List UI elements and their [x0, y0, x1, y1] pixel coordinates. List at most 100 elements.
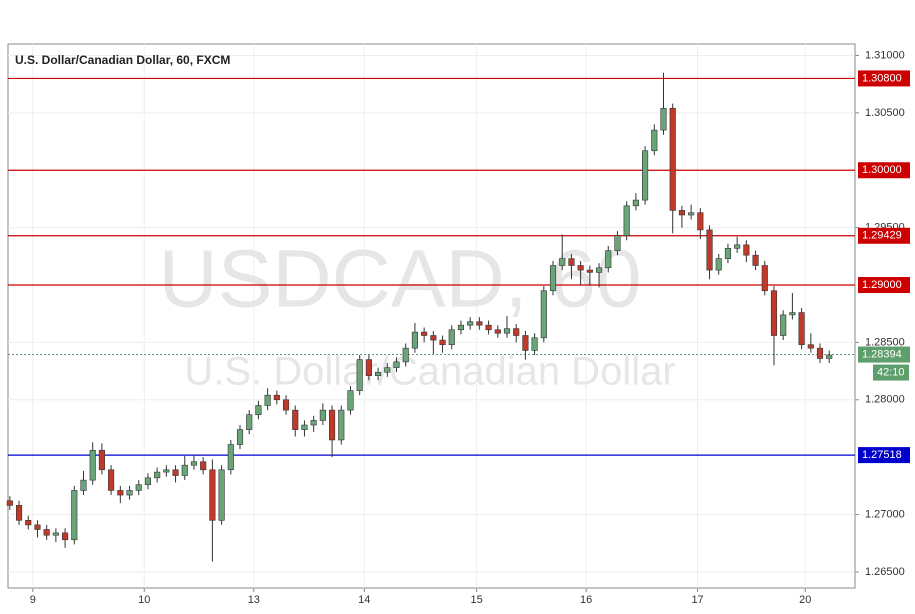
level-label-box — [858, 70, 910, 87]
candle-body — [807, 344, 814, 349]
candle-body — [522, 335, 529, 351]
candle-body — [678, 210, 685, 216]
candle-body — [467, 321, 474, 326]
candle-body — [347, 390, 354, 411]
candle-body — [826, 354, 833, 359]
candle-body — [669, 107, 676, 211]
candle-body — [531, 337, 538, 351]
candle-body — [108, 469, 115, 491]
level-label-box — [858, 162, 910, 179]
candle-body — [264, 394, 271, 406]
candle-body — [439, 339, 446, 345]
candle-body — [402, 347, 409, 363]
candle-body — [163, 469, 170, 473]
level-label: 1.29000 — [862, 279, 902, 291]
candle-body — [273, 394, 280, 401]
y-tick-label: 1.28500 — [865, 336, 905, 348]
candle-body — [246, 414, 253, 430]
y-tick-label: 1.28000 — [865, 394, 905, 406]
level-label: 1.27518 — [862, 449, 902, 461]
candle-body — [761, 265, 768, 292]
level-label-box — [858, 277, 910, 294]
candle-body — [780, 314, 787, 336]
candle-body — [752, 254, 759, 266]
candle-body — [513, 328, 520, 336]
candle-body — [6, 500, 13, 506]
candle-body — [697, 212, 704, 231]
plot-frame — [7, 43, 856, 589]
candle-body — [200, 461, 207, 471]
candle-body — [144, 477, 152, 486]
candle-body — [743, 244, 750, 256]
candle-body — [52, 532, 59, 536]
levels — [8, 77, 855, 456]
candle-body — [209, 469, 216, 521]
candle-body — [586, 269, 593, 273]
candle-body — [724, 247, 732, 259]
candle-body — [292, 409, 299, 430]
candle-body — [89, 449, 96, 481]
candle-body — [632, 199, 639, 207]
candle-body — [494, 329, 501, 334]
x-tick-label: 9 — [30, 594, 36, 606]
candle-body — [15, 505, 23, 521]
candle-body — [430, 335, 437, 341]
countdown-box — [873, 364, 909, 381]
candle-body — [98, 449, 105, 471]
candle-body — [706, 229, 713, 271]
candle-body — [338, 409, 345, 441]
x-tick-label: 14 — [358, 594, 370, 606]
candle-body — [577, 265, 584, 271]
candle-body — [770, 290, 778, 336]
x-tick-label: 10 — [138, 594, 150, 606]
current-price-label: 1.28394 — [862, 348, 902, 360]
candle-body — [734, 244, 741, 249]
candle-body — [126, 490, 133, 496]
candle-body — [310, 420, 317, 426]
grid — [8, 44, 855, 588]
level-label-box — [858, 447, 910, 464]
candle-body — [365, 359, 372, 376]
candles — [6, 72, 833, 562]
candle-body — [549, 265, 557, 292]
x-tick-label: 16 — [580, 594, 592, 606]
axes: 1.310001.305001.295001.285001.280001.270… — [30, 49, 910, 606]
candle-body — [329, 409, 336, 441]
y-tick-label: 1.26500 — [865, 566, 905, 578]
candle-body — [816, 347, 824, 359]
candle-body — [476, 321, 483, 326]
candle-body — [301, 424, 308, 430]
candle-body — [688, 212, 695, 216]
candle-body — [559, 258, 566, 266]
candle-body — [623, 205, 630, 236]
candle-body — [457, 324, 465, 331]
level-label-box — [858, 227, 910, 244]
candle-body — [375, 371, 382, 376]
watermark: USDCAD, 60 — [158, 234, 641, 325]
x-tick-label: 13 — [248, 594, 260, 606]
x-tick-label: 20 — [799, 594, 811, 606]
current-price-box — [858, 346, 910, 363]
candle-body — [660, 107, 667, 131]
candle-body — [282, 399, 290, 411]
candle-body — [503, 328, 511, 334]
candle-body — [642, 150, 649, 201]
watermark-subtitle: U.S. Dollar/Canadian Dollar — [184, 350, 675, 394]
candle-body — [356, 359, 363, 391]
candle-body — [43, 529, 50, 536]
candle-body — [789, 312, 796, 316]
candle-body — [172, 469, 179, 476]
candle-body — [236, 429, 244, 445]
candle-body — [181, 464, 188, 476]
level-label: 1.29429 — [862, 230, 902, 242]
candle-body — [411, 331, 418, 349]
candle-body — [421, 331, 428, 336]
candle-body — [568, 258, 575, 266]
candle-body — [540, 290, 547, 339]
candle-body — [605, 250, 612, 269]
candle-body — [135, 484, 142, 491]
candle-body — [384, 367, 391, 373]
candle-body — [80, 479, 87, 491]
candle-body — [448, 329, 455, 345]
